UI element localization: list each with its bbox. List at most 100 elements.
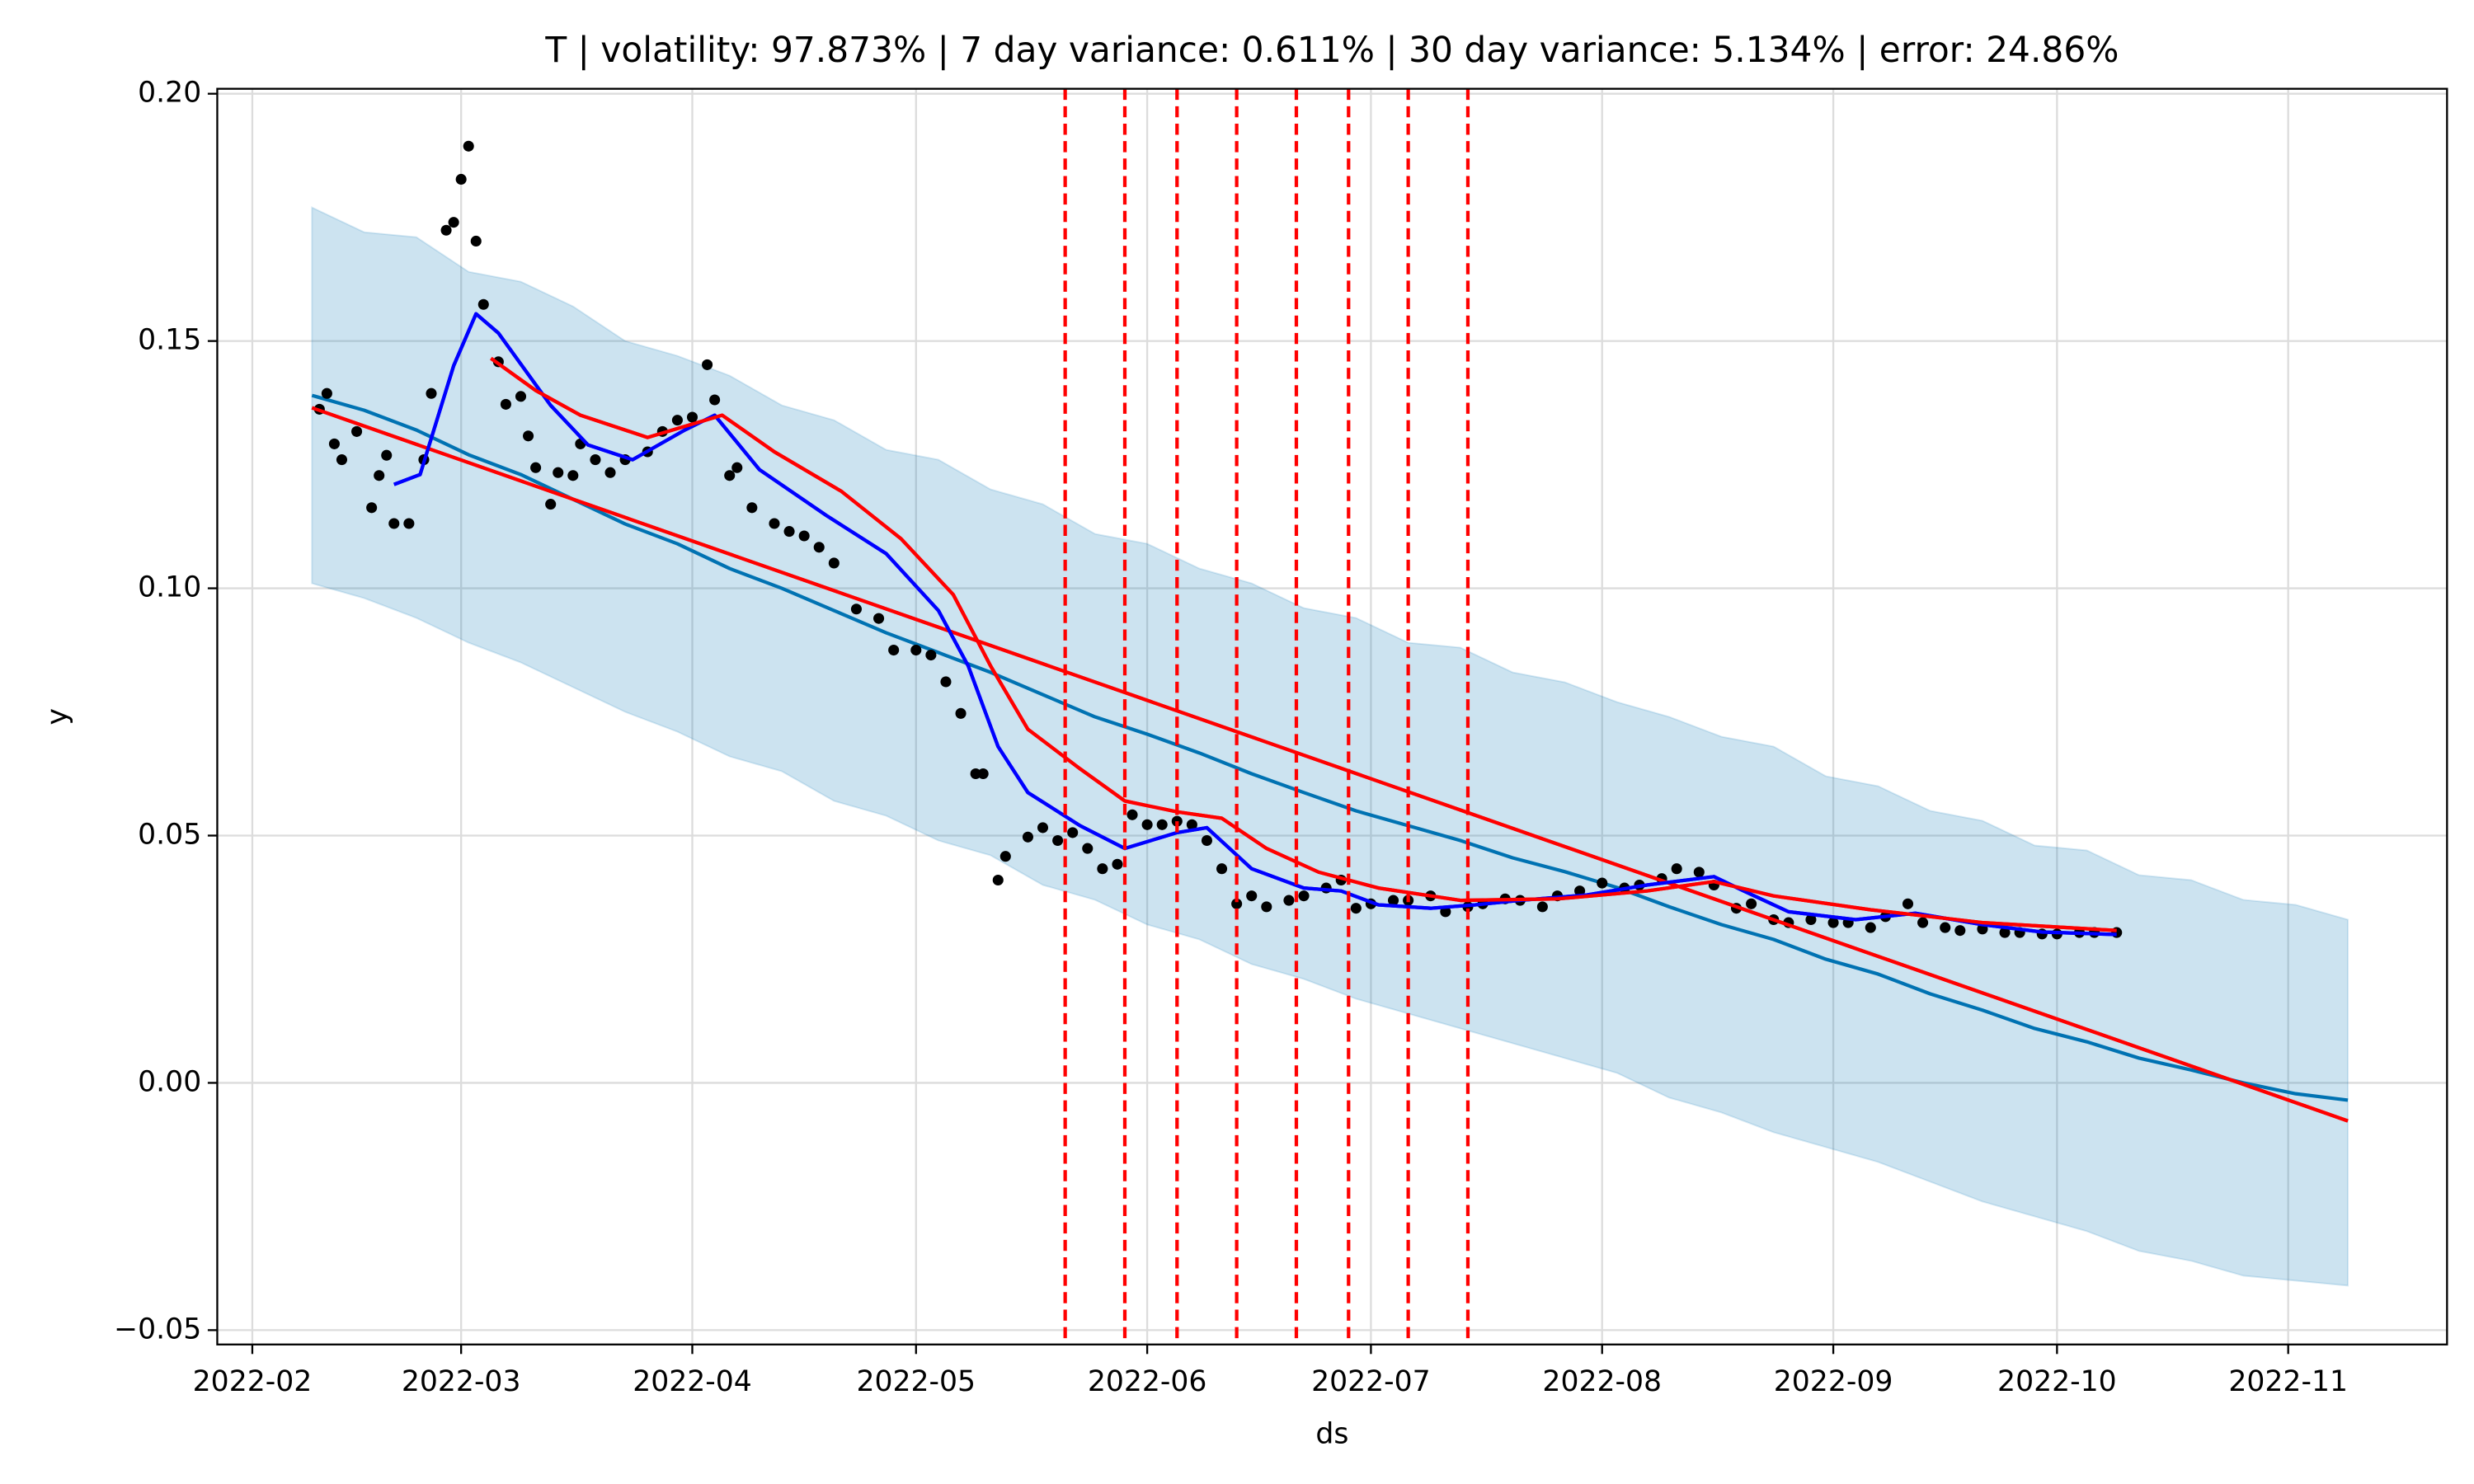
point — [1902, 898, 1914, 909]
point — [328, 438, 340, 449]
point — [850, 603, 862, 615]
plot-area — [311, 88, 2349, 1345]
point — [381, 449, 393, 461]
point — [1827, 917, 1839, 928]
point — [992, 874, 1004, 886]
point — [873, 613, 885, 624]
point — [1387, 895, 1399, 906]
point — [731, 462, 743, 473]
y-tick-label: 0.20 — [138, 77, 201, 110]
point — [1671, 863, 1682, 875]
point — [403, 518, 415, 529]
point — [925, 650, 937, 661]
point — [1865, 922, 1876, 933]
point — [1186, 819, 1197, 830]
point — [463, 140, 474, 152]
uncertainty-band — [311, 206, 2349, 1287]
point — [702, 359, 713, 370]
point — [590, 454, 601, 466]
point — [1201, 834, 1213, 847]
point — [1693, 866, 1705, 878]
x-tick-label: 2022-02 — [193, 1365, 313, 1398]
y-tick-label: 0.05 — [138, 819, 201, 852]
point — [321, 387, 332, 399]
point — [1231, 898, 1243, 909]
point — [455, 173, 467, 186]
x-tick-label: 2022-06 — [1088, 1365, 1207, 1398]
point — [1954, 925, 1966, 937]
point — [1999, 927, 2011, 938]
point — [1940, 922, 1951, 933]
point — [686, 411, 698, 423]
y-tick-label: 0.15 — [138, 324, 201, 357]
point — [999, 851, 1011, 862]
x-tick-label: 2022-11 — [2228, 1365, 2348, 1398]
line — [311, 393, 2349, 1102]
point — [530, 462, 542, 473]
point — [813, 542, 825, 553]
point — [1536, 901, 1548, 913]
point — [1350, 903, 1362, 914]
point — [955, 707, 967, 719]
x-tick-label: 2022-05 — [856, 1365, 976, 1398]
point — [828, 557, 840, 569]
point — [1171, 815, 1183, 827]
point — [888, 645, 900, 656]
x-tick-label: 2022-04 — [633, 1365, 752, 1398]
point — [1261, 901, 1272, 913]
point — [477, 298, 489, 310]
x-tick-label: 2022-03 — [402, 1365, 521, 1398]
point — [388, 518, 400, 529]
point — [366, 502, 378, 514]
point — [553, 467, 564, 478]
point — [940, 676, 952, 688]
x-tick-label: 2022-10 — [1997, 1365, 2117, 1398]
point — [515, 391, 527, 402]
point — [671, 415, 683, 426]
point — [769, 518, 780, 529]
point — [709, 394, 721, 406]
point — [374, 470, 385, 481]
y-tick-label: 0.00 — [138, 1065, 201, 1098]
point — [1917, 917, 1929, 928]
line — [311, 406, 2349, 1123]
point — [1126, 809, 1138, 820]
x-axis-label: ds — [1315, 1417, 1348, 1450]
point — [724, 470, 736, 481]
point — [1156, 819, 1168, 830]
y-tick-label: 0.10 — [138, 571, 201, 604]
point — [604, 467, 616, 478]
point — [567, 470, 579, 481]
point — [1052, 834, 1064, 847]
point — [1067, 827, 1079, 838]
point — [448, 217, 459, 228]
chart-title: T | volatility: 97.873% | 7 day variance… — [544, 30, 2119, 70]
point — [798, 530, 810, 542]
point — [470, 235, 482, 247]
point — [1216, 863, 1228, 875]
point — [746, 502, 758, 514]
point — [523, 430, 534, 442]
point — [1805, 913, 1817, 926]
x-tick-label: 2022-09 — [1774, 1365, 1893, 1398]
point — [1141, 819, 1153, 830]
point — [1246, 890, 1258, 902]
point — [783, 526, 795, 538]
point — [1037, 822, 1049, 834]
plot-frame — [216, 87, 2448, 1345]
y-tick-label: −0.05 — [114, 1313, 201, 1345]
point — [1022, 831, 1033, 843]
point — [1298, 890, 1310, 902]
x-tick-label: 2022-08 — [1542, 1365, 1662, 1398]
point — [1283, 895, 1295, 906]
point — [1112, 858, 1123, 870]
point — [1746, 898, 1757, 909]
point — [426, 387, 437, 399]
line — [490, 356, 2117, 932]
y-axis-label: y — [41, 708, 74, 725]
point — [351, 425, 363, 437]
point — [545, 499, 557, 510]
point — [440, 224, 452, 236]
